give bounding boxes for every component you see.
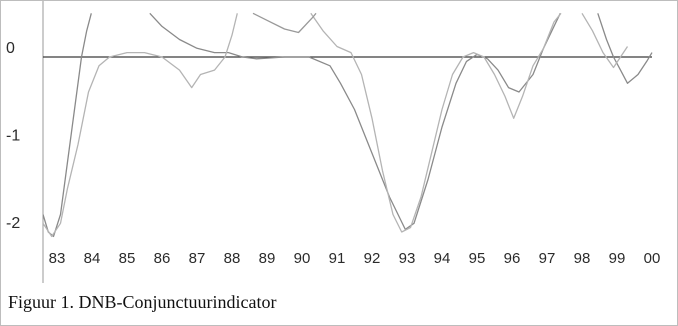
- line-chart: 0 -1 -2 83 84 85 86 87 88 89 90 91 92 93 94 95 96 97 98 99 0…: [6, 1, 660, 283]
- x-tick-label: 95: [469, 250, 486, 267]
- chart-series: [43, 12, 653, 238]
- series-line: [43, 13, 238, 238]
- x-tick-label: 92: [364, 250, 381, 267]
- series-line: [149, 12, 561, 231]
- x-tick-label: 93: [399, 250, 416, 267]
- series-line: [597, 13, 653, 84]
- x-tick-label: 90: [294, 250, 311, 267]
- x-tick-label: 97: [539, 250, 556, 267]
- x-tick-label: 89: [259, 250, 276, 267]
- x-tick-label: 94: [434, 250, 451, 267]
- x-tick-label: 83: [49, 250, 66, 267]
- y-tick-label: -2: [6, 215, 20, 232]
- x-tick-label: 98: [574, 250, 591, 267]
- chart-axes: [42, 1, 652, 283]
- series-line: [43, 13, 92, 238]
- y-tick-label: 0: [6, 40, 15, 57]
- x-tick-label: 91: [329, 250, 346, 267]
- x-tick-label: 84: [84, 250, 101, 267]
- x-tick-label: 96: [504, 250, 521, 267]
- figure-caption: Figuur 1. DNB-Conjunctuurindicator: [8, 292, 277, 312]
- series-line: [252, 12, 317, 34]
- series-line: [581, 12, 629, 69]
- x-tick-label: 87: [189, 250, 206, 267]
- x-tick-label: 00: [644, 250, 661, 267]
- x-tick-label: 85: [119, 250, 136, 267]
- series-line: [310, 12, 562, 233]
- x-tick-label: 88: [224, 250, 241, 267]
- chart-labels: 0 -1 -2 83 84 85 86 87 88 89 90 91 92 93 94 95 96 97 98 99 0…: [6, 40, 660, 267]
- x-tick-label: 99: [609, 250, 626, 267]
- x-tick-label: 86: [154, 250, 171, 267]
- y-tick-label: -1: [6, 128, 20, 145]
